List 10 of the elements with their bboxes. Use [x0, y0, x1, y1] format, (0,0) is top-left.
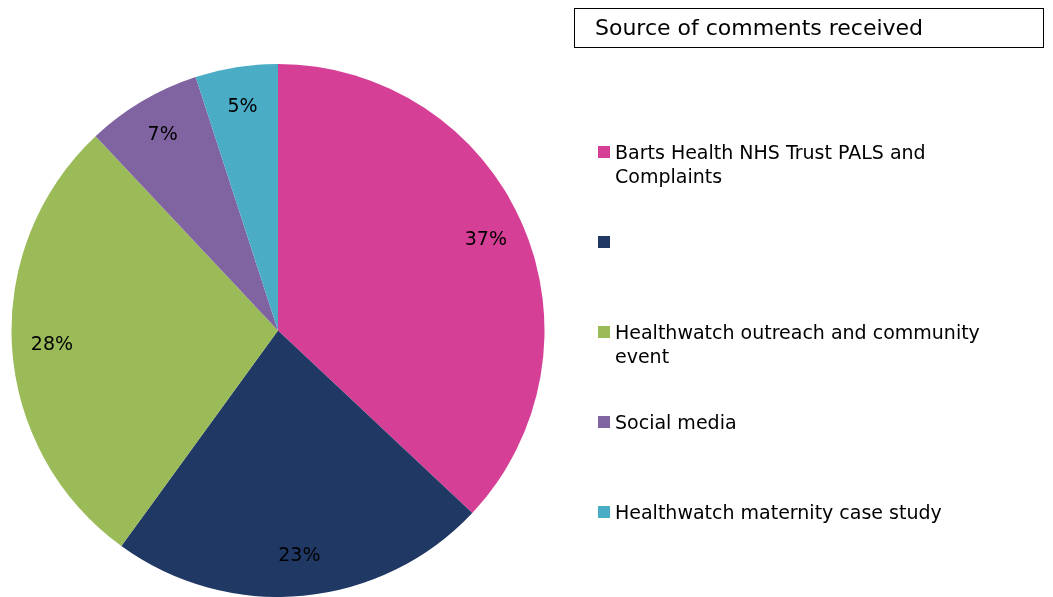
data-label: 23% — [278, 542, 321, 565]
legend-label: Healthwatch outreach and community event — [615, 320, 981, 368]
legend-label: Healthwatch maternity case study — [615, 500, 942, 524]
data-label: 28% — [30, 331, 74, 354]
data-label: 7% — [147, 122, 178, 145]
chart-title: Source of comments received — [574, 8, 1044, 48]
data-label: 5% — [227, 93, 258, 116]
legend-label: Social media — [615, 410, 737, 434]
legend-label: Barts Health NHS Trust PALS and Complaints — [615, 140, 927, 188]
data-label: 37% — [464, 227, 508, 250]
